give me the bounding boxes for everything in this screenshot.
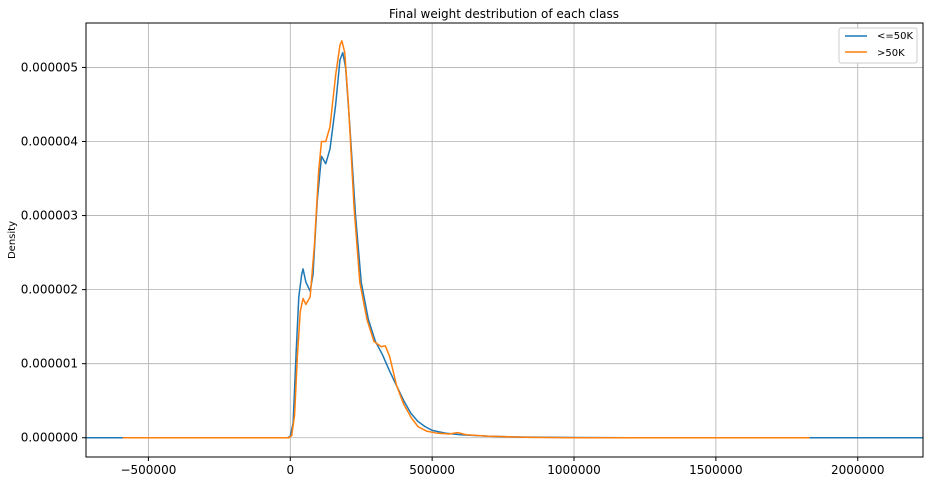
chart-title: Final weight destribution of each class [389, 7, 619, 21]
legend-label-le50k: <=50K [877, 31, 913, 42]
x-tick-label: 2000000 [831, 463, 884, 477]
x-tick-label: −500000 [120, 463, 176, 477]
y-tick-label: 0.000002 [21, 283, 78, 297]
legend-label-gt50k: >50K [877, 48, 905, 59]
series-line-gt50k [122, 40, 810, 439]
y-tick-label: 0.000001 [21, 357, 78, 371]
y-tick-label: 0.000004 [21, 134, 78, 148]
y-tick-label: 0.000003 [21, 209, 78, 223]
y-tick-label: 0.000000 [21, 431, 78, 445]
y-tick-label: 0.000005 [21, 60, 78, 74]
x-tick-label: 1500000 [689, 463, 742, 477]
y-axis-label: Density [7, 221, 18, 259]
x-tick-label: 1000000 [547, 463, 600, 477]
x-tick-label: 500000 [409, 463, 455, 477]
plot-lines [86, 40, 923, 439]
x-tick-label: 0 [286, 463, 294, 477]
legend: <=50K >50K [838, 27, 918, 64]
plot-frame [85, 22, 924, 458]
axis-ticks: −500000 0 500000 1000000 1500000 2000000 0.000… [21, 60, 885, 477]
